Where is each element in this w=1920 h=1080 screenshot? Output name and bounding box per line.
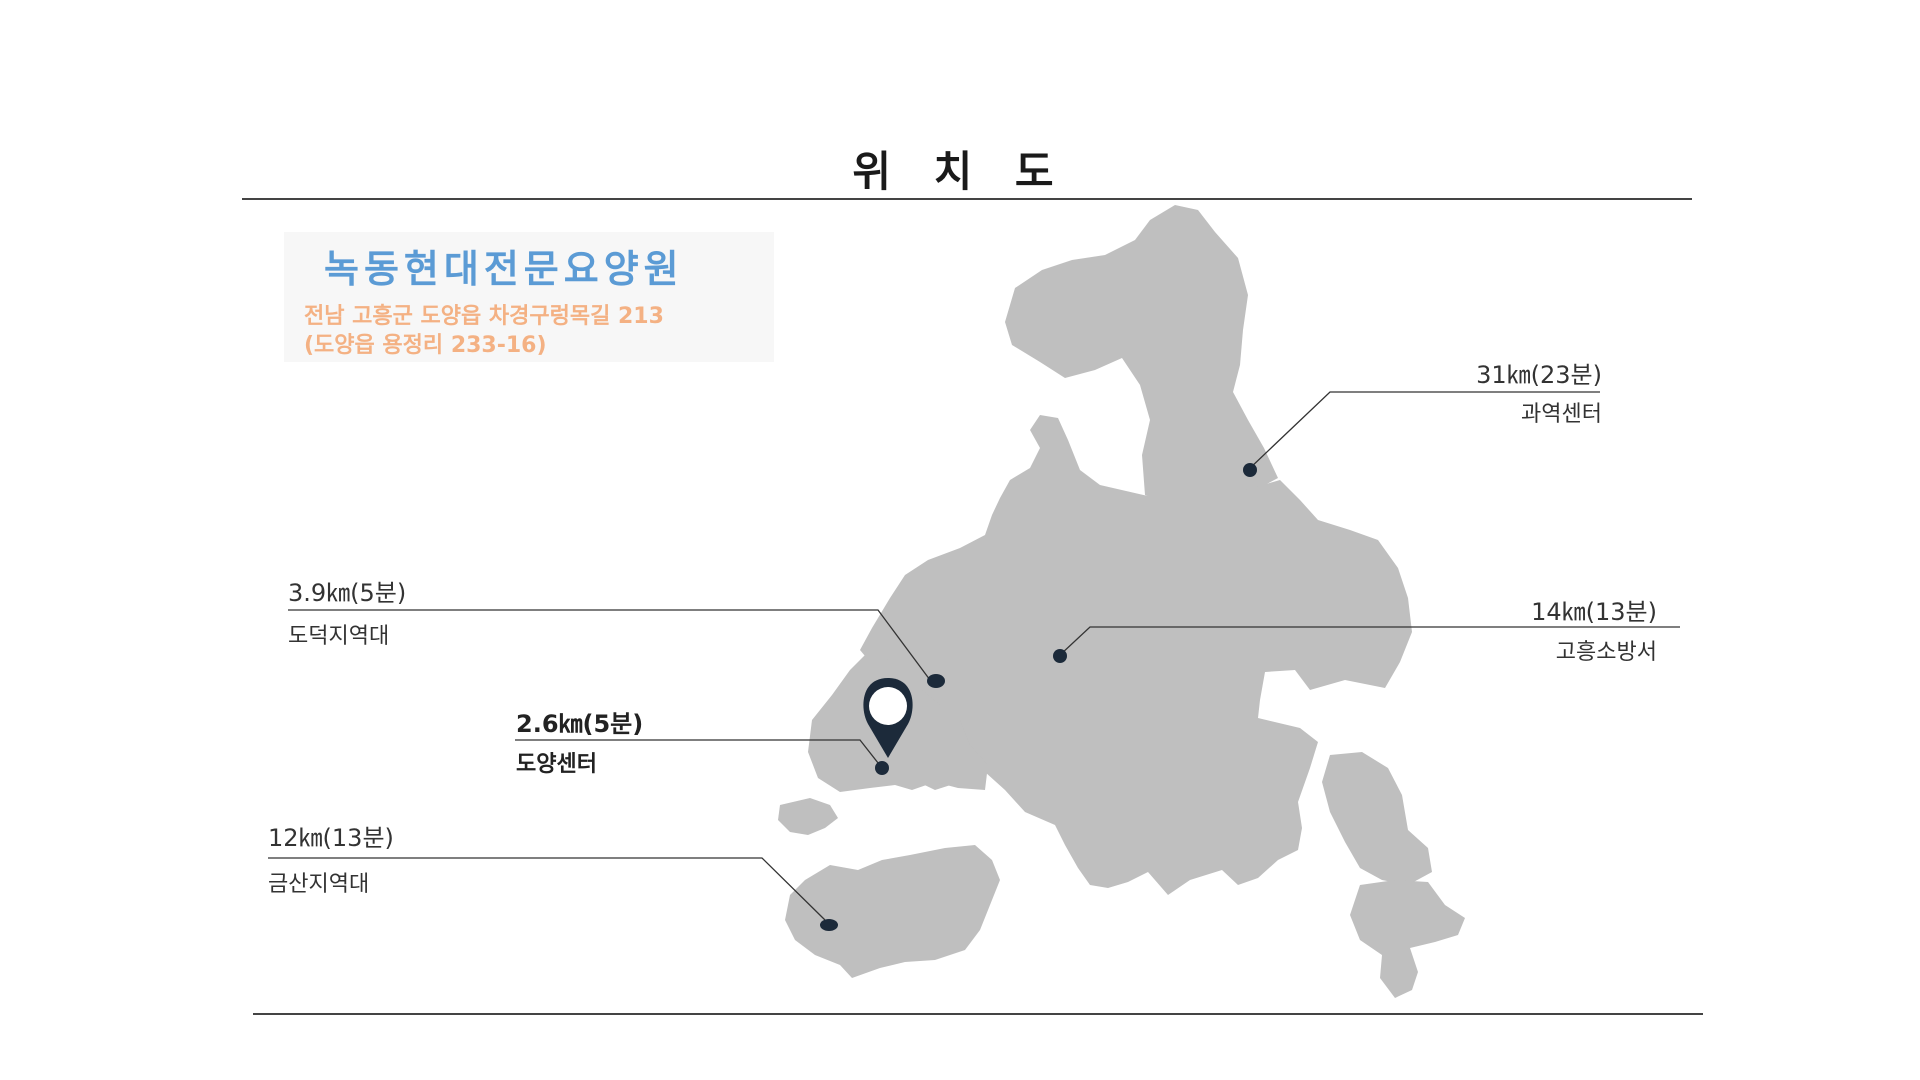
page-title: 위 치 도 <box>852 147 1068 196</box>
map-pin-icon[interactable] <box>863 678 913 758</box>
location-dots <box>820 463 1257 931</box>
north-peninsula <box>1005 205 1278 505</box>
dot-gwayeok[interactable] <box>1243 463 1257 477</box>
main-island <box>860 415 1412 895</box>
place-doyang: 도양센터 <box>516 752 597 777</box>
bottom-divider <box>253 1013 1703 1015</box>
distance-dodeok: 3.9㎞(5분) <box>288 579 407 607</box>
leader-line-geumsan <box>268 857 826 921</box>
leader-lines <box>268 391 1680 921</box>
distance-goheung: 14㎞(13분) <box>1531 598 1657 626</box>
dot-goheung[interactable] <box>1053 649 1067 663</box>
southwest-island <box>785 845 1000 978</box>
distance-gwayeok: 31㎞(23분) <box>1476 361 1602 389</box>
facility-address-lot: (도양읍 용정리 233-16) <box>304 333 547 358</box>
east-island-lower <box>1350 880 1465 998</box>
top-divider <box>242 198 1692 200</box>
leader-line-dodeok <box>288 609 931 681</box>
leader-line-gwayeok <box>1247 391 1600 471</box>
distance-geumsan: 12㎞(13분) <box>268 824 394 852</box>
place-goheung: 고흥소방서 <box>1555 640 1657 665</box>
facility-name: 녹동현대전문요양원 <box>324 247 684 291</box>
facility-info-box: 녹동현대전문요양원 전남 고흥군 도양읍 차경구렁목길 213 (도양읍 용정리… <box>284 232 774 362</box>
leader-line-goheung <box>1059 626 1680 656</box>
dot-doyang[interactable] <box>875 761 889 775</box>
land-mass <box>778 205 1465 998</box>
facility-address: 전남 고흥군 도양읍 차경구렁목길 213 <box>304 304 664 329</box>
dot-geumsan[interactable] <box>820 919 838 931</box>
place-geumsan: 금산지역대 <box>268 872 370 897</box>
distance-doyang: 2.6㎞(5분) <box>516 710 644 738</box>
dot-dodeok[interactable] <box>927 674 945 688</box>
place-gwayeok: 과역센터 <box>1521 402 1602 427</box>
east-island-upper <box>1322 752 1432 885</box>
west-islet <box>778 798 838 835</box>
place-dodeok: 도덕지역대 <box>288 624 390 649</box>
leader-line-doyang <box>515 739 883 769</box>
